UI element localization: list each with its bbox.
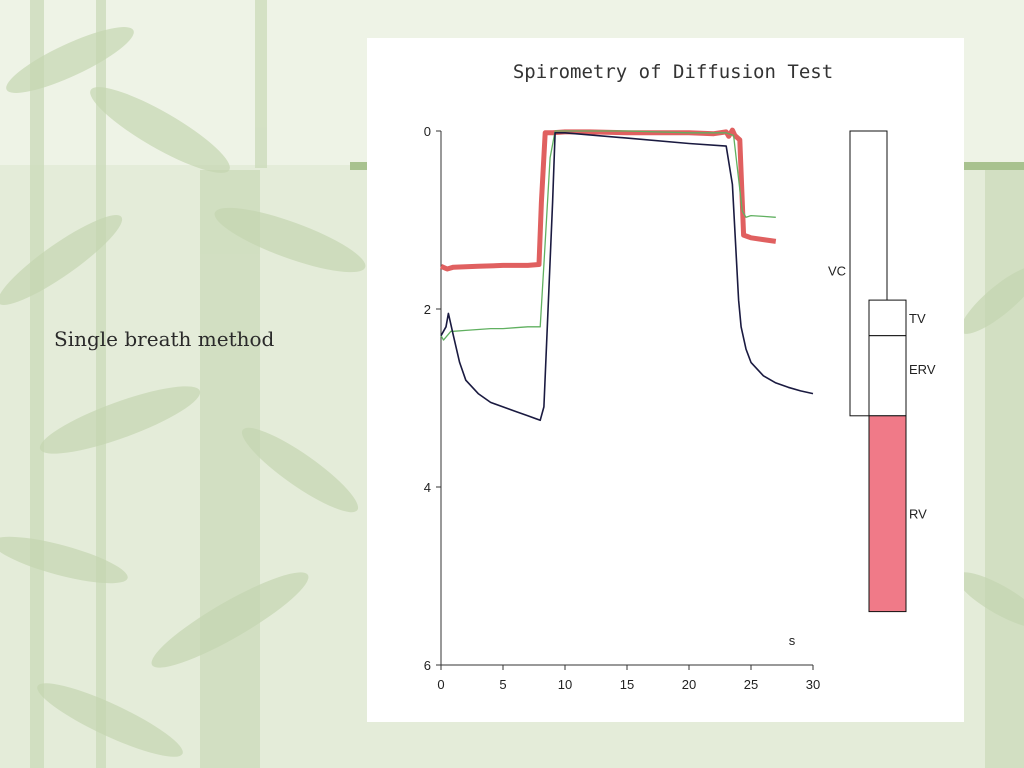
volume-label-vc: VC (828, 263, 846, 278)
y-tick-label: 2 (424, 302, 431, 317)
series-line-2 (440, 132, 814, 422)
chart-card: Spirometry of Diffusion Test 0 5 10 15 20 25 3… (367, 38, 964, 722)
volume-bar: VC TV ERV RV (828, 130, 936, 613)
series-line-0 (440, 127, 777, 272)
spirometry-chart: Spirometry of Diffusion Test 0 5 10 15 20 25 3… (424, 61, 936, 692)
series-layer (440, 127, 814, 422)
x-axis-unit-label: s (789, 633, 796, 648)
series-line-1 (440, 130, 776, 341)
x-tick-label: 25 (744, 677, 758, 692)
y-tick-label: 4 (424, 480, 431, 495)
volume-segment-erv (868, 335, 907, 417)
x-tick-label: 5 (499, 677, 506, 692)
volume-label-tv: TV (909, 311, 926, 326)
x-tick-label: 0 (437, 677, 444, 692)
y-tick-label: 6 (424, 658, 431, 673)
chart-title: Spirometry of Diffusion Test (513, 61, 833, 83)
y-tick-label: 0 (424, 124, 431, 139)
method-text: Single breath method (54, 327, 275, 351)
volume-label-erv: ERV (909, 362, 936, 377)
volume-segment-tv (868, 299, 907, 337)
x-tick-label: 20 (682, 677, 696, 692)
axes: 0 5 10 15 20 25 30 0 2 4 6 s (424, 124, 820, 692)
x-tick-label: 10 (558, 677, 572, 692)
volume-label-rv: RV (909, 507, 927, 522)
x-tick-label: 15 (620, 677, 634, 692)
x-tick-label: 30 (806, 677, 820, 692)
volume-segment-rv (868, 415, 907, 613)
